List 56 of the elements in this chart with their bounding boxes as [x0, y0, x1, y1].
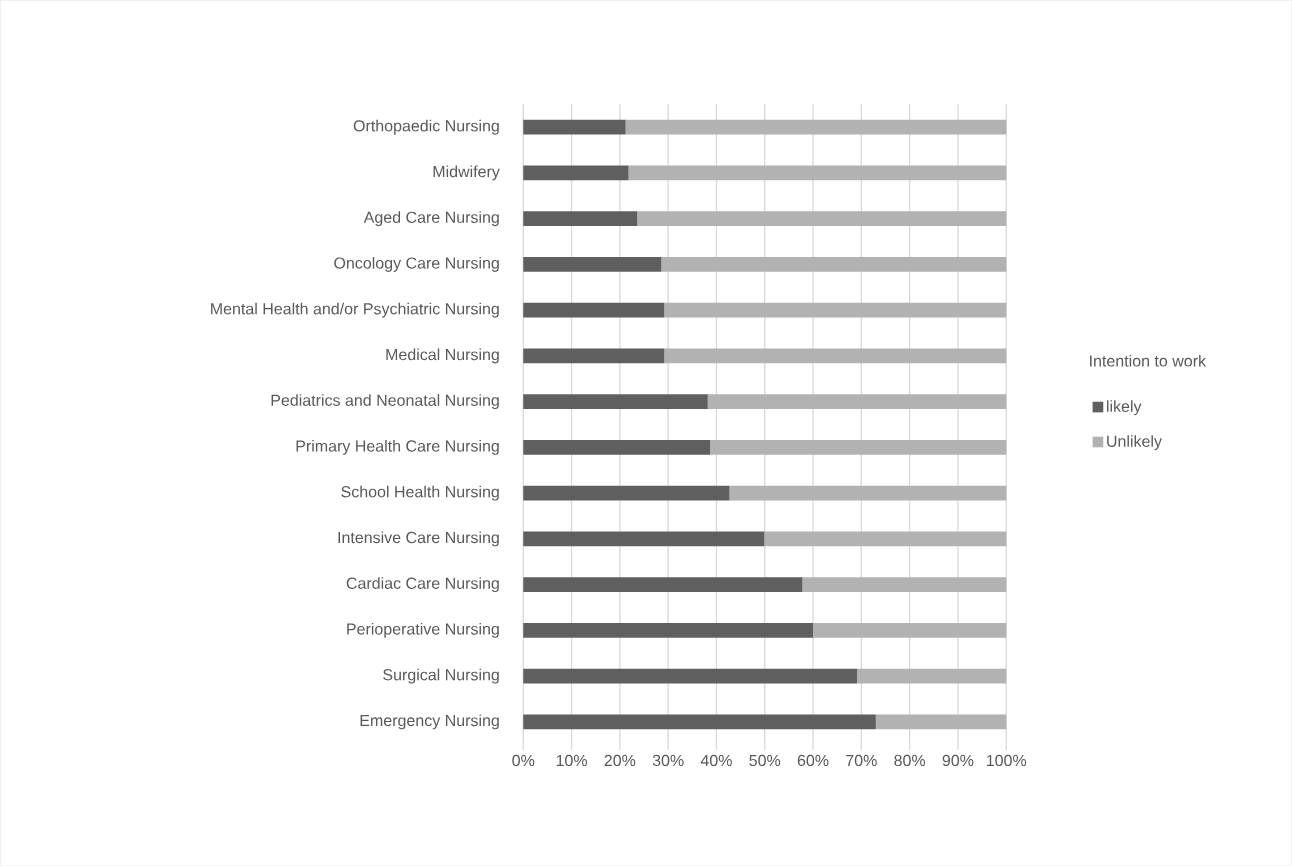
x-tick-label: 60% — [797, 754, 829, 766]
bar — [523, 622, 814, 638]
bar — [802, 577, 1007, 592]
x-tick-label: 50% — [749, 754, 781, 766]
x-tick-label: 70% — [846, 754, 877, 766]
y-tick-label: Intensive Care Nursing — [338, 531, 499, 547]
bar — [813, 622, 1007, 638]
x-tick-label: 30% — [652, 754, 684, 766]
x-tick-label: 10% — [556, 754, 587, 766]
bar — [710, 439, 1007, 455]
bar — [729, 485, 1007, 501]
bar — [523, 668, 857, 684]
y-tick-label: Primary Health Care Nursing — [296, 439, 499, 455]
bar — [707, 394, 1007, 409]
y-tick-label: Emergency Nursing — [360, 714, 499, 730]
bar — [523, 439, 711, 455]
y-tick-label: Aged Care Nursing — [363, 211, 499, 226]
bar — [523, 256, 662, 272]
y-tick-label: Mental Health and/or Psychiatric Nursing — [211, 302, 499, 318]
x-tick-label: 90% — [942, 754, 974, 766]
bar — [628, 165, 1007, 181]
x-tick-label: 100% — [986, 754, 1027, 766]
y-tick-label: Oncology Care Nursing — [334, 256, 499, 272]
bar — [523, 211, 638, 226]
bar — [857, 668, 1007, 684]
y-tick-label: School Health Nursing — [341, 485, 499, 501]
bar — [764, 531, 1007, 547]
bar — [875, 714, 1007, 729]
y-tick-label: Midwifery — [433, 165, 500, 181]
bar — [523, 714, 876, 729]
y-tick-label: Medical Nursing — [386, 348, 499, 364]
x-tick-label: 40% — [700, 754, 732, 766]
bar — [523, 119, 626, 135]
bar — [523, 485, 730, 501]
bar — [523, 531, 765, 547]
bar — [523, 577, 803, 592]
legend-label: Unlikely — [1107, 435, 1162, 450]
x-tick-label: 0% — [512, 754, 535, 766]
y-tick-label: Cardiac Care Nursing — [346, 576, 499, 592]
y-tick-label: Perioperative Nursing — [347, 622, 499, 638]
legend-label: likely — [1107, 400, 1142, 415]
bar — [523, 394, 708, 409]
bar — [523, 302, 665, 318]
x-tick-label: 80% — [894, 754, 926, 766]
bar — [664, 348, 1007, 364]
y-tick-label: Pediatrics and Neonatal Nursing — [271, 394, 499, 409]
bar — [664, 302, 1007, 318]
bar — [661, 256, 1007, 272]
bar — [637, 211, 1007, 226]
bar — [523, 348, 665, 364]
bar — [523, 165, 629, 181]
y-tick-label: Orthopaedic Nursing — [353, 119, 499, 135]
y-tick-label: Surgical Nursing — [383, 668, 499, 684]
x-tick-label: 20% — [604, 754, 636, 766]
legend-title: Intention to work — [1090, 354, 1207, 367]
bar — [625, 119, 1007, 135]
